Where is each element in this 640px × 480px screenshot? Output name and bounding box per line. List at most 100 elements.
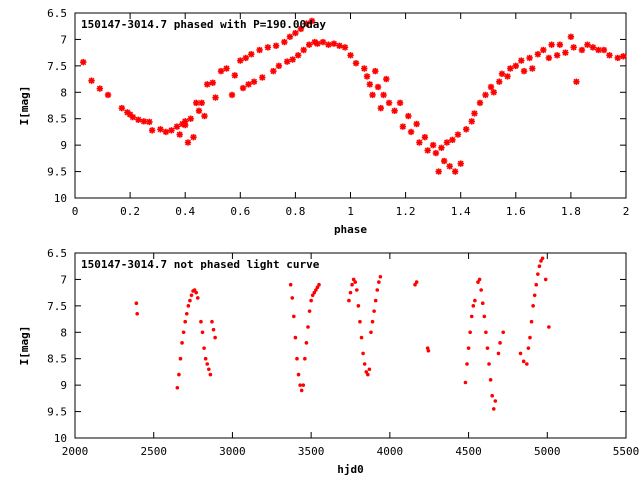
data-point [451, 168, 459, 175]
data-point [476, 280, 480, 284]
data-point [536, 272, 540, 276]
axis-ticks: 0 0.2 0.4 0.6 0.8 1 1.2 1.4 1.6 1.8 2 6.5 7 7.5 8 8.5 9 9… [47, 7, 629, 218]
data-point [539, 259, 543, 263]
data-point [292, 29, 299, 37]
data-point [496, 351, 501, 356]
data-point [162, 128, 170, 136]
data-point [491, 407, 496, 411]
data-point [200, 330, 205, 335]
data-point [309, 298, 313, 303]
data-point [414, 280, 419, 284]
data-point [312, 290, 317, 295]
plot-frame [74, 252, 627, 439]
data-point [192, 288, 197, 292]
data-point [525, 362, 529, 366]
data-point [193, 99, 200, 107]
data-point [595, 46, 602, 54]
data-point [295, 356, 299, 361]
data-point [104, 91, 112, 99]
data-point [377, 104, 385, 112]
data-point [281, 38, 288, 46]
y-tick-label: 8 [60, 326, 67, 339]
data-point [319, 38, 327, 46]
data-point [490, 393, 494, 398]
data-point [567, 33, 575, 40]
x-tick-label: 1.6 [506, 205, 526, 218]
data-point [367, 367, 372, 372]
data-point [526, 54, 533, 62]
x-tick-label: 5000 [534, 445, 561, 458]
data-point [283, 58, 291, 65]
data-point [210, 319, 214, 324]
data-point [490, 89, 497, 96]
data-point [310, 293, 315, 298]
data-point [308, 17, 316, 25]
data-point [487, 362, 491, 366]
data-point [529, 319, 534, 324]
data-point [361, 351, 365, 356]
data-point [407, 128, 415, 136]
data-point [293, 335, 298, 340]
data-point [303, 20, 310, 27]
data-point [173, 123, 181, 130]
data-point [352, 60, 360, 67]
x-tick-label: 1 [347, 205, 354, 218]
data-point [385, 99, 393, 107]
x-axis-label: hjd0 [337, 463, 364, 476]
data-point [493, 399, 498, 403]
data-point [359, 335, 364, 340]
data-point [363, 73, 371, 80]
data-point [372, 67, 379, 75]
data-point [482, 314, 487, 319]
data-point [584, 41, 591, 48]
data-point [589, 44, 597, 51]
y-tick-label: 8 [60, 86, 67, 99]
data-point [440, 157, 448, 165]
y-tick-label: 10 [54, 192, 67, 205]
y-tick-label: 9.5 [47, 406, 67, 419]
data-point [485, 346, 490, 350]
data-point [330, 40, 338, 47]
data-point [413, 120, 420, 128]
data-point [96, 85, 103, 92]
data-point [190, 134, 197, 141]
data-point [364, 370, 369, 374]
data-point [168, 127, 175, 134]
data-point [180, 341, 184, 345]
data-point [148, 127, 156, 134]
data-point [305, 41, 313, 48]
data-point [188, 298, 192, 303]
data-point [223, 65, 230, 72]
data-point [366, 372, 370, 377]
data-point [354, 288, 359, 292]
axis-ticks: 2000 2500 3000 3500 4000 4500 5000 5500 6.5 7 7.5 8… [47, 247, 639, 458]
data-point [80, 58, 87, 66]
data-point [307, 309, 312, 313]
data-point [405, 112, 412, 120]
data-point [292, 314, 296, 319]
data-point [231, 72, 238, 79]
data-point [543, 277, 548, 282]
data-point [532, 293, 537, 298]
data-point [473, 298, 477, 303]
data-point [369, 330, 373, 335]
data-point [570, 44, 577, 51]
data-point [498, 70, 506, 77]
data-point [548, 41, 555, 48]
data-point [421, 134, 429, 141]
data-point [518, 57, 525, 64]
data-point [203, 356, 208, 361]
y-tick-label: 7.5 [47, 60, 67, 73]
data-point [578, 46, 586, 54]
data-point [135, 116, 142, 123]
data-point [438, 144, 445, 151]
data-point [375, 288, 380, 292]
data-point [383, 75, 390, 83]
data-point [300, 46, 307, 54]
data-point [205, 362, 210, 366]
data-point [540, 46, 547, 54]
data-point [304, 341, 309, 345]
phased-light-curve-plot: 0 0.2 0.4 0.6 0.8 1 1.2 1.4 1.6 1.8 2 6.5 7 7.5 8 8.5 9 9… [18, 7, 629, 236]
x-tick-label: 2500 [140, 445, 167, 458]
data-point [288, 282, 293, 287]
